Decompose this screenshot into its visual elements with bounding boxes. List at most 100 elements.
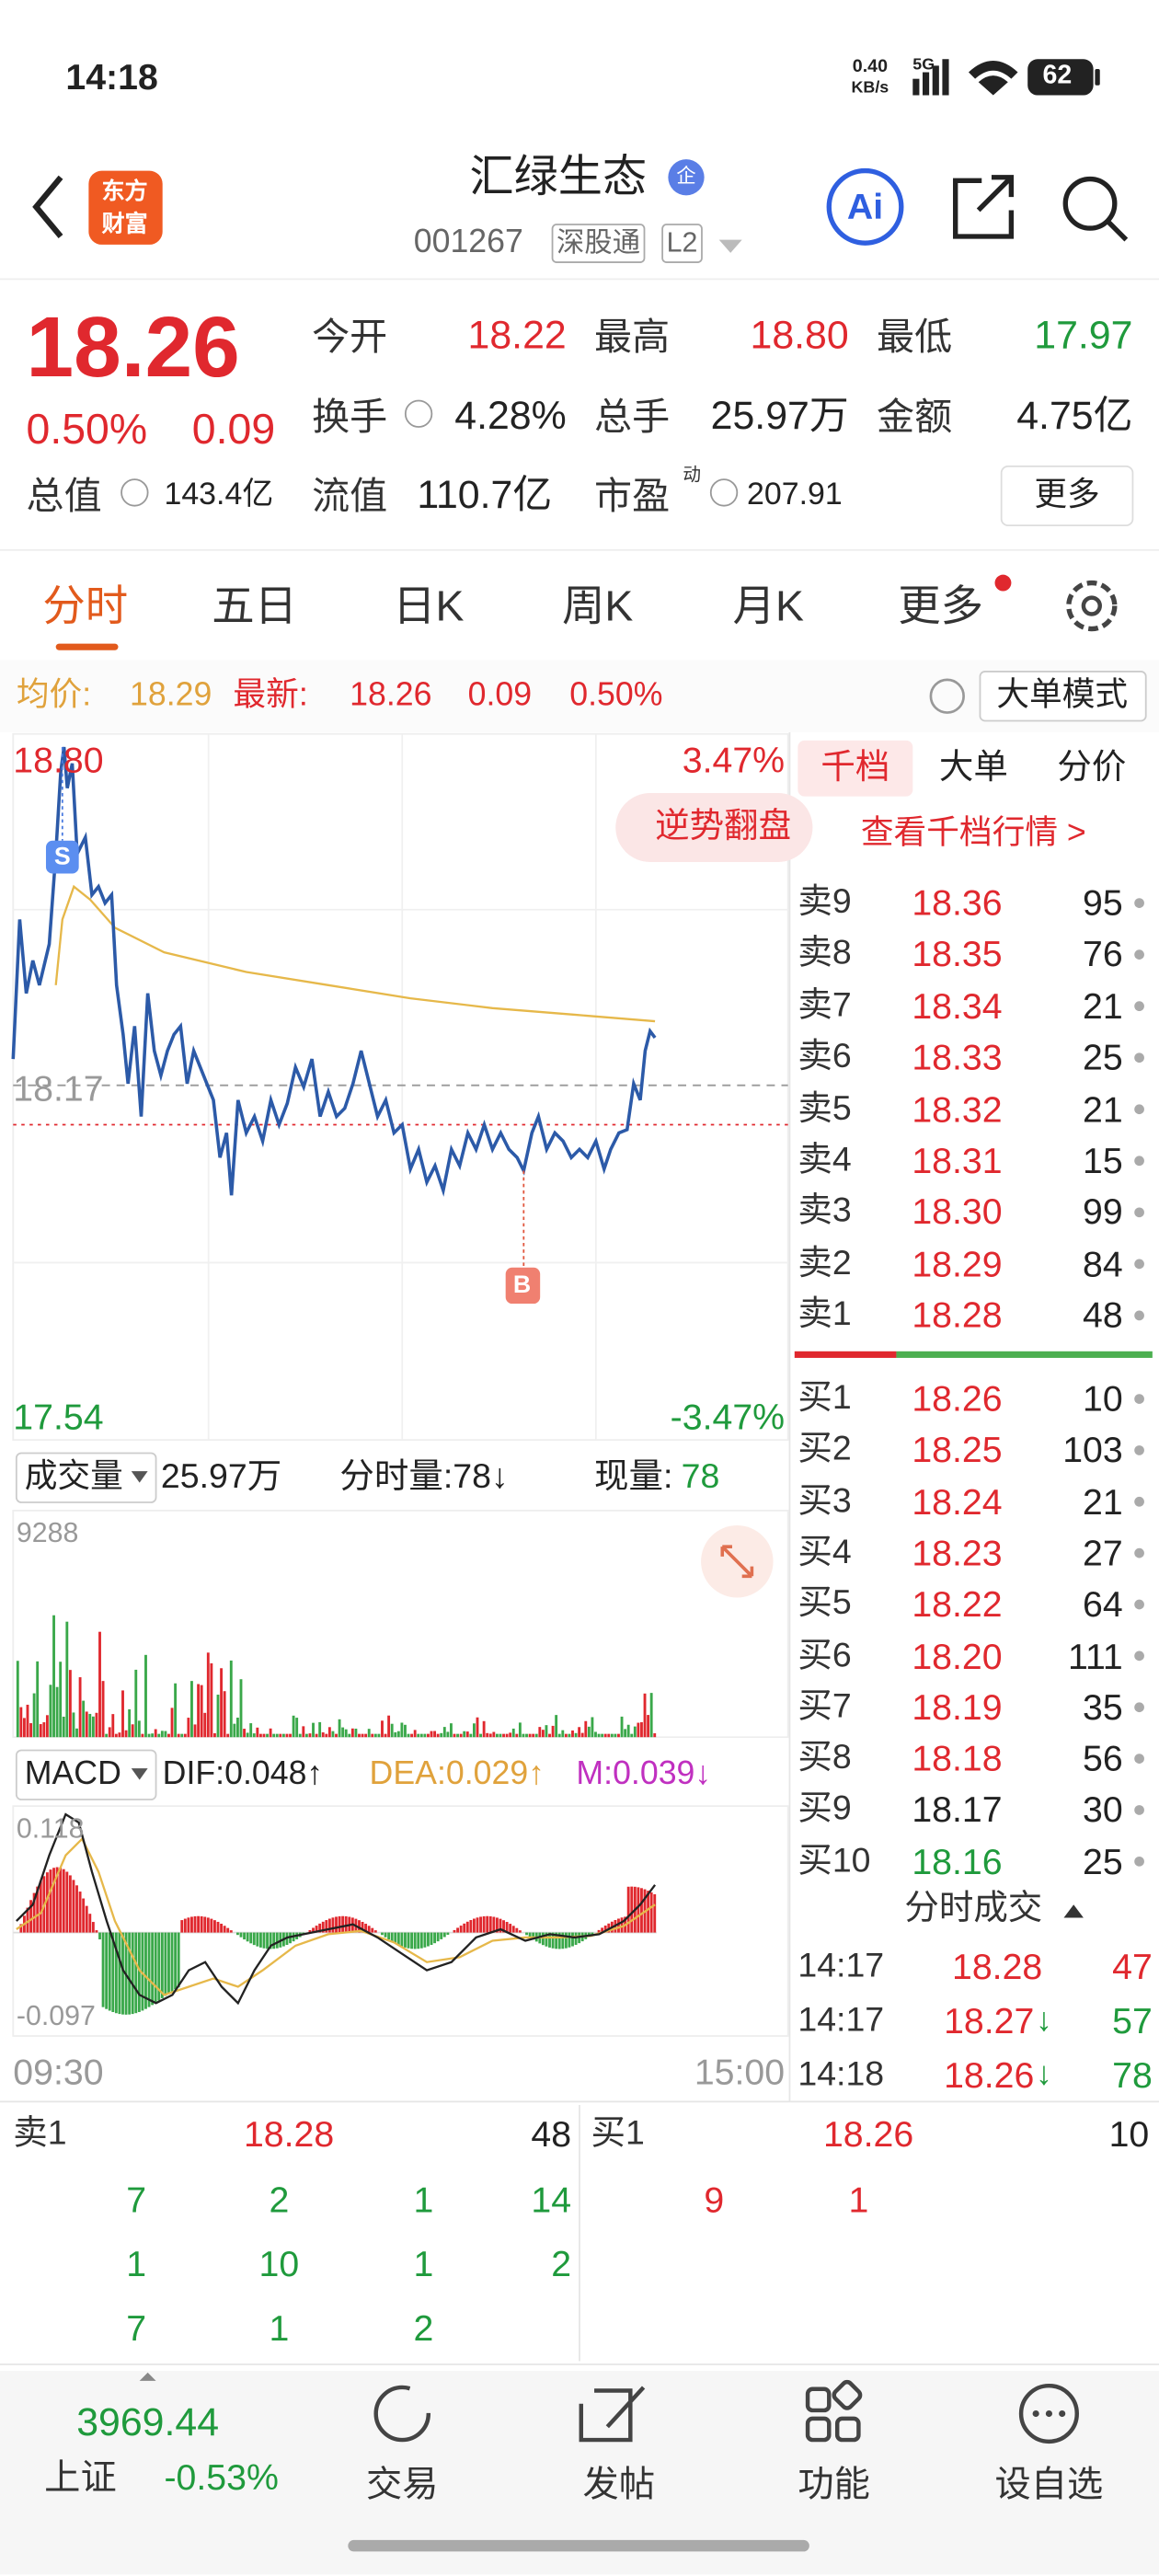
settings-icon[interactable]: [1081, 595, 1102, 616]
search-icon[interactable]: [1062, 176, 1118, 231]
expand-icon[interactable]: [720, 1545, 754, 1579]
macd-bar: [446, 1932, 450, 1935]
promo-pill[interactable]: [615, 793, 813, 862]
grid-cell: 2: [269, 2179, 290, 2221]
macd-bar: [206, 1917, 210, 1933]
macd-bar: [167, 1932, 170, 1994]
macd-bar: [52, 1868, 55, 1933]
tab[interactable]: 更多: [898, 581, 984, 631]
nav-item[interactable]: 设自选: [994, 2463, 1104, 2505]
dot: [1134, 1052, 1144, 1064]
dot: [1134, 1156, 1144, 1167]
dropdown[interactable]: MACD: [24, 1755, 121, 1793]
label: 上证: [44, 2456, 117, 2499]
tab[interactable]: 千档: [820, 748, 890, 787]
ai-label[interactable]: Ai: [846, 186, 884, 227]
volume-bar: [407, 1733, 410, 1738]
mode-button[interactable]: 大单模式: [996, 677, 1129, 714]
settings-icon[interactable]: [1066, 580, 1118, 632]
volume-bar: [39, 1724, 42, 1738]
label: 18.26: [822, 2113, 914, 2156]
macd-bar: [315, 1926, 318, 1933]
book-label: 买6: [798, 1636, 852, 1674]
macd-bar: [49, 1869, 52, 1933]
mode-button[interactable]: [979, 671, 1147, 722]
back-icon[interactable]: [32, 175, 63, 238]
search-icon[interactable]: [1106, 220, 1129, 242]
dropdown-box[interactable]: [15, 1749, 157, 1800]
book-price: 18.17: [912, 1788, 1003, 1831]
volume-bar: [137, 1720, 141, 1738]
tab[interactable]: 分时: [42, 581, 129, 631]
volume-bar: [55, 1686, 59, 1738]
macd-bar: [557, 1932, 561, 1949]
tag: 深股通: [551, 224, 646, 263]
tab[interactable]: 周K: [561, 581, 634, 631]
book-vol: 84: [1083, 1243, 1123, 1284]
volume-bar: [620, 1716, 624, 1738]
volume-bar: [289, 1733, 292, 1738]
macd-bar: [91, 1922, 95, 1933]
volume-bar: [640, 1721, 643, 1738]
nav-item[interactable]: 功能: [798, 2463, 870, 2505]
book-price: 18.24: [912, 1480, 1003, 1523]
volume-bar: [511, 1728, 515, 1738]
more-button[interactable]: [1000, 465, 1134, 526]
macd-bar: [394, 1932, 397, 1944]
book-vol: 111: [1068, 1635, 1123, 1676]
tab[interactable]: 大单: [938, 748, 1008, 787]
info-icon[interactable]: [120, 478, 149, 507]
volume-bar: [561, 1730, 565, 1738]
book-price: 18.34: [912, 985, 1003, 1027]
axis-label: 3.47%: [682, 739, 786, 781]
macd-bar: [492, 1916, 496, 1933]
volume-bar: [338, 1719, 341, 1738]
tab[interactable]: 月K: [732, 581, 804, 631]
macd-bar: [98, 1932, 101, 1940]
book-label: 卖3: [798, 1192, 852, 1231]
dropdown-arrow[interactable]: [718, 239, 742, 253]
info-bar-bg: [0, 660, 1159, 732]
dropdown-arrow[interactable]: [131, 1768, 148, 1780]
tab[interactable]: 分价: [1057, 748, 1127, 787]
volume-bar: [246, 1732, 249, 1738]
volume-bar: [101, 1681, 105, 1738]
more-button[interactable]: 更多: [1034, 477, 1100, 513]
nav-item[interactable]: 交易: [365, 2463, 439, 2505]
promo[interactable]: 逆势翻盘: [655, 807, 790, 845]
index-value[interactable]: 3969.44: [76, 2400, 220, 2445]
macd-bar: [344, 1915, 348, 1933]
info-icon[interactable]: [404, 399, 433, 428]
volume-bar: [164, 1731, 167, 1738]
help-icon[interactable]: [929, 678, 965, 714]
tab[interactable]: 日K: [393, 581, 465, 631]
volume-bar: [235, 1718, 239, 1738]
axis-label: 9288: [16, 1517, 79, 1549]
info-icon[interactable]: [709, 478, 739, 507]
volume-bar: [266, 1733, 269, 1738]
collapse-arrow[interactable]: [1063, 1904, 1084, 1918]
macd-bar: [574, 1932, 578, 1945]
macd-bar: [318, 1923, 322, 1933]
tab[interactable]: 五日: [212, 581, 298, 631]
dropdown-box[interactable]: [15, 1452, 157, 1503]
volume-bar: [42, 1722, 46, 1738]
dropdown-arrow[interactable]: [131, 1471, 148, 1483]
dot: [1134, 1599, 1144, 1610]
grid-cell: 1: [413, 2243, 434, 2285]
dot: [1134, 1856, 1144, 1867]
macd-bar: [239, 1932, 243, 1938]
dropdown[interactable]: 成交量: [24, 1458, 123, 1495]
macd-bar: [511, 1926, 515, 1933]
volume-bar: [555, 1715, 558, 1738]
volume-bar: [541, 1730, 545, 1738]
macd-bar: [486, 1915, 489, 1933]
nav-item[interactable]: 发帖: [582, 2463, 656, 2505]
ai-button[interactable]: [826, 167, 904, 246]
volume-bar: [151, 1733, 155, 1738]
link[interactable]: 查看千档行情 >: [860, 815, 1086, 852]
volume-bar: [147, 1733, 151, 1738]
volume-bar: [601, 1733, 604, 1738]
book-label: 买5: [798, 1584, 852, 1623]
share-icon[interactable]: [953, 175, 1015, 239]
